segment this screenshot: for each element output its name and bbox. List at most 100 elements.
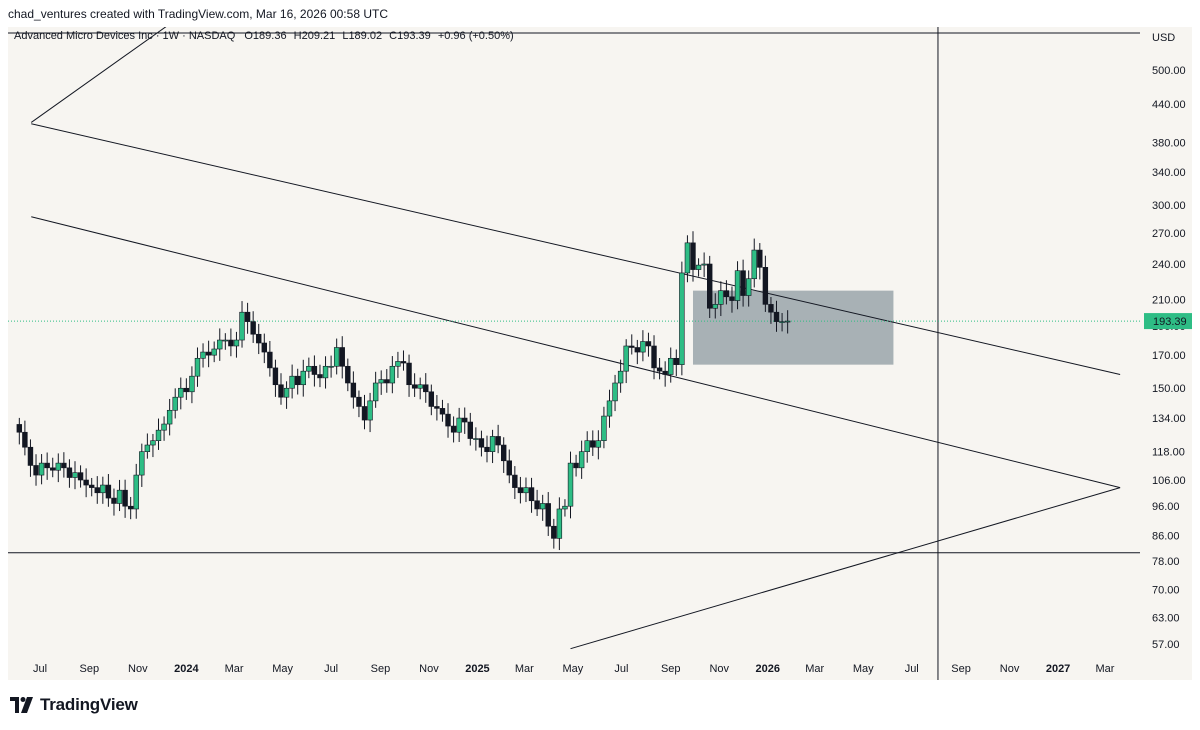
last-price-label: 193.39 [1153,316,1187,328]
candle-body [406,362,412,386]
x-tick-label: Mar [1096,663,1115,675]
candle-body [562,505,568,510]
candle-body [450,425,457,433]
candle-body [50,467,56,471]
candle-body [244,311,251,322]
candle-body [256,333,262,344]
candle-body [378,379,384,384]
x-tick-label: Sep [371,663,391,675]
candle-body [707,263,713,309]
candle-body [501,444,507,462]
tradingview-logo-icon [10,697,33,713]
y-tick-label: 57.00 [1152,639,1180,651]
candle-body [111,497,117,504]
candle-body [211,348,217,356]
candle-body [166,409,173,425]
candle-body [467,421,473,439]
candle-body [779,321,785,323]
legend-close-label: C [389,30,398,42]
candle-body [656,367,663,372]
candle-body [38,462,45,476]
legend-close: 193.39 [397,30,431,42]
candle-body [200,351,206,359]
y-tick-label: 106.00 [1152,475,1186,487]
candle-body [640,341,646,353]
candle-body [428,391,435,407]
candle-body [272,367,279,386]
candle-body [133,474,139,510]
candle-body [178,387,184,398]
candle-body [250,321,256,335]
candle-body [283,387,290,398]
x-tick-label: Jul [905,663,919,675]
candle-body [384,379,390,384]
x-tick-label: Sep [951,663,971,675]
candle-body [668,357,674,375]
chart-frame[interactable]: USD 57.00 63.00 70.00 78.00 86.00 96.00 106.00 1… [8,27,1192,680]
candle-body [267,351,273,369]
legend-symbol: Advanced Micro Devices Inc · 1W · NASDAQ [14,30,236,42]
candle-body [350,382,357,398]
candle-body [389,365,396,384]
candle-body [361,406,368,421]
candle-body [734,270,741,301]
x-tick-label: May [272,663,293,675]
legend-open: 189.36 [252,30,287,42]
candle-body [228,339,234,347]
x-tick-label: Nov [128,663,148,675]
candle-body [478,438,485,448]
y-tick-label: 300.00 [1152,200,1186,212]
x-tick-label: 2026 [756,663,780,675]
y-tick-label: 340.00 [1152,167,1186,179]
candle-body [539,503,546,510]
candle-body [523,487,529,494]
currency-label: USD [1152,32,1175,44]
x-tick-label: Jul [33,663,47,675]
candle-body [423,384,429,393]
y-tick-label: 380.00 [1152,138,1186,150]
legend-low-label: L [342,30,349,42]
tradingview-logo-text: TradingView [40,695,138,714]
candle-body [278,384,284,398]
candle-body [417,384,423,389]
candle-body [356,396,362,407]
candle-body [261,342,267,353]
x-tick-label: Nov [1000,663,1020,675]
legend-low: 189.02 [348,30,383,42]
candle-body [534,500,540,510]
x-tick-label: May [853,663,874,675]
candle-body [445,413,451,427]
x-tick-label: 2025 [465,663,489,675]
candle-body [584,440,590,452]
x-tick-label: Mar [805,663,824,675]
candle-body [139,451,145,476]
candle-body [94,487,100,494]
candle-body [439,408,446,415]
candle-body [105,484,112,499]
x-tick-label: 2024 [174,663,199,675]
x-tick-label: Nov [419,663,439,675]
candle-body [629,345,635,348]
candle-body [695,264,702,270]
x-tick-label: Nov [709,663,729,675]
candle-body [768,304,774,313]
candle-body [183,387,190,393]
candle-body [662,370,668,375]
y-tick-label: 440.00 [1152,99,1186,111]
candle-body [328,365,334,368]
legend-change: +0.96 (+0.50%) [437,30,514,42]
candle-body [489,436,496,452]
upper-descending-trendline [31,123,1121,375]
candle-body [44,462,50,469]
candle-body [83,479,89,486]
legend-high: 209.21 [301,30,336,42]
candle-body [512,474,518,488]
candle-body [66,467,73,478]
candle-body [155,429,162,441]
candle-body [127,505,134,510]
price-chart[interactable]: USD 57.00 63.00 70.00 78.00 86.00 96.00 106.00 1… [8,27,1192,680]
candle-body [517,487,524,494]
candle-body [33,465,39,476]
y-tick-label: 86.00 [1152,530,1180,542]
candle-body [495,436,501,446]
